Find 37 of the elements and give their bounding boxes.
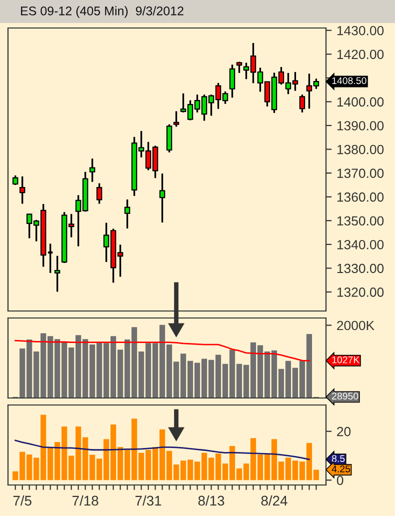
y-tick-label: 1320.00	[337, 288, 384, 297]
candlestick	[299, 94, 306, 114]
x-tick-label: 7/5	[13, 495, 32, 506]
y-tick-label: 0	[336, 476, 344, 486]
y-tick-label: 1420.00	[337, 50, 384, 60]
candlestick	[159, 172, 166, 224]
candlestick	[12, 174, 18, 186]
y-tick-label: 1360.00	[337, 192, 384, 202]
y-tick-label: 1400.00	[337, 97, 384, 107]
y-tick-label: 20	[337, 426, 351, 436]
y-tick-label: 1330.00	[337, 264, 384, 274]
y-tick-label: 1350.00	[337, 216, 384, 226]
candlestick	[166, 123, 172, 154]
candlestick	[89, 158, 96, 183]
y-tick-label: 1370.00	[337, 168, 384, 178]
candlestick	[54, 254, 60, 293]
y-tick-label: 1340.00	[337, 240, 384, 250]
text: 28950	[332, 392, 358, 400]
candlestick	[96, 182, 102, 205]
y-tick-label: 1390.00	[337, 121, 384, 130]
candlestick	[229, 64, 236, 99]
candlestick	[19, 176, 26, 205]
x-tick-label: 8/13	[198, 495, 224, 506]
y-tick-label: 1430.00	[337, 26, 384, 36]
x-tick-label: 7/18	[72, 495, 98, 506]
text: 4.25	[332, 465, 350, 472]
chart-title: ES 09-12 (405 Min) 9/3/2012	[21, 6, 184, 18]
x-tick-label: 8/24	[261, 495, 288, 506]
candlestick	[124, 198, 130, 230]
y-tick-label: 2000K	[337, 320, 374, 330]
x-tick-label: 7/31	[135, 495, 162, 506]
text: 1027K	[332, 356, 360, 364]
text: 1408.50	[332, 77, 366, 84]
text: 8.5	[332, 455, 345, 462]
y-tick-label: 1380.00	[337, 144, 384, 154]
line-series	[14, 440, 310, 460]
candlestick	[173, 110, 180, 128]
